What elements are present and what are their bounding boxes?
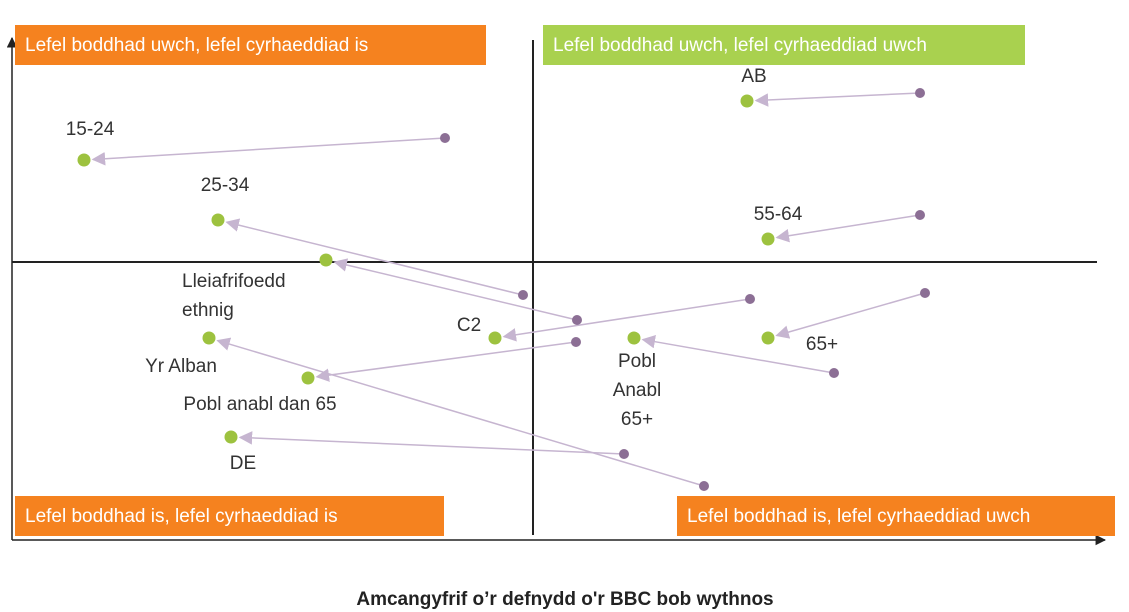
- point-label: Pobl anabl dan 65: [183, 394, 336, 415]
- point-label: Yr Alban: [145, 356, 217, 377]
- arrow: [225, 218, 524, 296]
- point-label: Lleiafrifoedd: [182, 271, 286, 292]
- point-label: ethnig: [182, 300, 234, 321]
- quadrant-box: [15, 25, 486, 65]
- end-point: [740, 94, 754, 108]
- end-point: [301, 371, 315, 385]
- start-point: [915, 210, 925, 220]
- arrow: [216, 337, 705, 487]
- point-label: AB: [741, 66, 766, 87]
- start-point: [440, 133, 450, 143]
- x-axis-label: Amcangyfrif o’r defnydd o'r BBC bob wyth…: [356, 589, 773, 610]
- point-label: C2: [457, 315, 481, 336]
- start-point: [518, 290, 528, 300]
- start-point: [745, 294, 755, 304]
- point-label: 25-34: [201, 175, 250, 196]
- point-label: DE: [230, 453, 256, 474]
- quadrant-label: Lefel boddhad uwch, lefel cyrhaeddiad uw…: [553, 35, 927, 56]
- point-label: Anabl: [613, 380, 662, 401]
- start-point: [915, 88, 925, 98]
- point-label: 55-64: [754, 204, 803, 225]
- arrow: [333, 258, 578, 321]
- quadrant-label: Lefel boddhad is, lefel cyrhaeddiad uwch: [687, 506, 1030, 527]
- end-point: [319, 253, 333, 267]
- end-point: [202, 331, 216, 345]
- start-point: [920, 288, 930, 298]
- points: AB 15-24 25-34 55-64 Lleiafrifoedd ethnig C2 65…: [66, 66, 930, 491]
- end-point: [224, 430, 238, 444]
- arrow: [91, 137, 446, 166]
- axes: [6, 36, 1107, 546]
- end-point: [77, 153, 91, 167]
- end-point: [488, 331, 502, 345]
- arrow: [315, 341, 577, 382]
- start-point: [571, 337, 581, 347]
- start-point: [619, 449, 629, 459]
- start-point: [572, 315, 582, 325]
- arrow: [754, 92, 921, 107]
- quadrant-box: [677, 496, 1115, 536]
- quadrant-labels: Lefel boddhad uwch, lefel cyrhaeddiad is…: [15, 25, 1115, 536]
- quadrant-box: [543, 25, 1025, 65]
- links: [91, 92, 926, 487]
- quadrant-box: [15, 496, 444, 536]
- end-point: [761, 331, 775, 345]
- start-point: [829, 368, 839, 378]
- point-label: 65+: [806, 334, 838, 355]
- end-point: [211, 213, 225, 227]
- end-point: [627, 331, 641, 345]
- arrow: [641, 334, 835, 374]
- quadrant-label: Lefel boddhad uwch, lefel cyrhaeddiad is: [25, 35, 368, 56]
- arrow: [775, 292, 926, 339]
- arrow: [502, 298, 751, 342]
- point-label: 15-24: [66, 119, 115, 140]
- point-label: Pobl: [618, 351, 656, 372]
- arrow: [775, 214, 921, 243]
- end-point: [761, 232, 775, 246]
- point-label: 65+: [621, 409, 653, 430]
- quadrant-label: Lefel boddhad is, lefel cyrhaeddiad is: [25, 506, 338, 527]
- arrow: [238, 431, 625, 455]
- start-point: [699, 481, 709, 491]
